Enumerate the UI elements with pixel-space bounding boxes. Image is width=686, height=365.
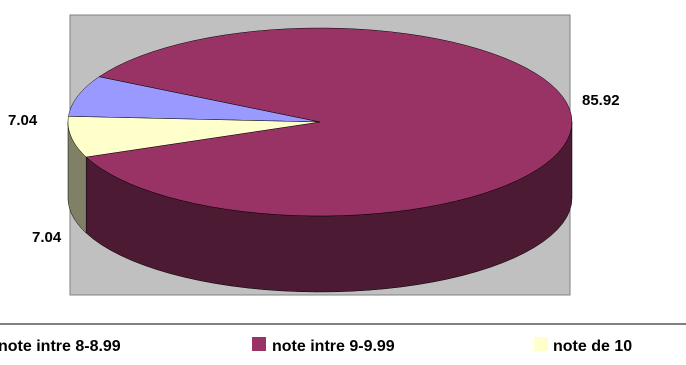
legend-label: note de 10 [553, 338, 632, 355]
legend-label: note intre 9-9.99 [272, 338, 395, 355]
slice-note-intre-9-9-99 [85, 27, 573, 217]
legend: note intre 8-8.99 note intre 9-9.99 note… [0, 337, 632, 355]
legend-item-note-intre-8-8-99: note intre 8-8.99 [0, 338, 121, 355]
slice-note-intre-8-8-99 [68, 76, 321, 123]
legend-item-note-intre-9-9-99: note intre 9-9.99 [252, 337, 395, 355]
data-label-note-intre-8-8-99: 7.04 [8, 112, 38, 129]
pie-tops [67, 27, 573, 217]
slice-note-de-10 [67, 116, 321, 158]
legend-label: note intre 8-8.99 [0, 338, 121, 355]
legend-swatch [252, 337, 266, 351]
data-label-note-intre-9-9-99: 85.92 [582, 92, 620, 109]
data-label-note-de-10: 7.04 [32, 229, 62, 246]
legend-item-note-de-10: note de 10 [534, 337, 632, 355]
legend-swatch [534, 337, 548, 351]
